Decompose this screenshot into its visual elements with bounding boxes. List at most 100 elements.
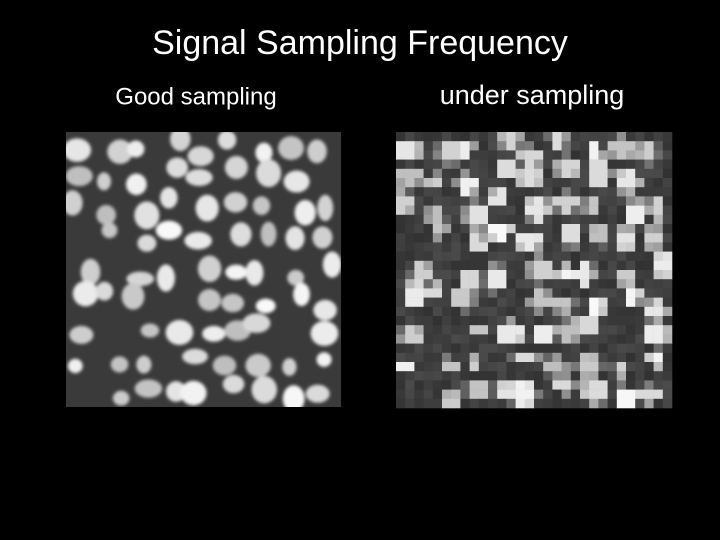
pixel <box>561 187 572 197</box>
pixel <box>589 279 599 289</box>
pixel <box>515 150 526 160</box>
pixel <box>396 343 406 354</box>
pixel <box>626 380 636 390</box>
pixel <box>515 270 526 280</box>
pixel <box>469 205 480 216</box>
pixel <box>515 343 526 354</box>
pixel <box>460 380 470 390</box>
pixel <box>405 233 415 243</box>
pixel <box>506 141 516 151</box>
pixel <box>405 168 415 179</box>
pixel <box>534 270 544 280</box>
pixel <box>460 214 470 225</box>
pixel <box>414 316 424 326</box>
pixel <box>598 380 608 390</box>
pixel <box>552 279 562 289</box>
pixel <box>497 380 507 390</box>
pixel <box>635 224 645 234</box>
pixel <box>534 251 544 262</box>
pixel <box>405 325 415 335</box>
pixel <box>478 343 489 354</box>
pixel <box>423 159 434 170</box>
pixel <box>626 214 636 225</box>
pixel <box>607 380 618 390</box>
pixel <box>396 297 406 308</box>
pixel <box>469 159 480 170</box>
pixel <box>515 132 526 142</box>
pixel <box>626 362 636 372</box>
pixel <box>515 389 526 400</box>
pixel <box>607 242 618 252</box>
pixel <box>653 260 664 271</box>
pixel <box>423 196 434 206</box>
pixel <box>515 306 526 317</box>
pixel <box>432 352 443 363</box>
blob <box>282 358 297 376</box>
pixel <box>497 251 507 262</box>
pixel <box>414 178 424 188</box>
pixel <box>607 178 618 188</box>
pixel <box>662 242 673 252</box>
blob <box>96 172 112 191</box>
pixel <box>396 362 406 372</box>
pixel <box>497 132 507 142</box>
blob <box>256 159 282 188</box>
pixel <box>598 279 608 289</box>
pixel <box>616 150 627 160</box>
pixel <box>570 352 581 363</box>
pixel <box>644 371 654 381</box>
pixel <box>662 150 673 160</box>
pixel <box>469 224 480 234</box>
pixel <box>497 334 507 344</box>
pixel <box>442 168 452 179</box>
pixel <box>607 168 618 179</box>
pixel <box>432 224 443 234</box>
pixel <box>469 260 480 271</box>
pixel <box>607 141 618 151</box>
pixel <box>442 178 452 188</box>
pixel <box>626 132 636 142</box>
pixel <box>524 178 535 188</box>
blob <box>294 199 316 226</box>
pixel <box>405 288 415 298</box>
pixel <box>488 288 498 298</box>
pixel <box>580 205 590 216</box>
pixel <box>506 187 516 197</box>
pixel <box>432 389 443 400</box>
pixel <box>543 371 553 381</box>
pixel <box>478 159 489 170</box>
pixel <box>644 260 654 271</box>
pixel <box>488 343 498 354</box>
pixel <box>616 343 627 354</box>
blob <box>255 298 276 314</box>
pixel <box>534 352 544 363</box>
pixel <box>524 260 535 271</box>
pixel <box>515 224 526 234</box>
pixel <box>478 150 489 160</box>
pixel <box>460 371 470 381</box>
pixel <box>524 196 535 206</box>
pixel <box>524 168 535 179</box>
pixel <box>635 371 645 381</box>
pixel <box>506 325 516 335</box>
pixel <box>478 306 489 317</box>
pixel <box>616 325 627 335</box>
pixel <box>589 141 599 151</box>
pixel <box>653 380 664 390</box>
pixel <box>543 224 553 234</box>
pixel <box>451 205 461 216</box>
pixel <box>460 260 470 271</box>
pixel <box>589 371 599 381</box>
pixel <box>460 325 470 335</box>
pixel <box>552 352 562 363</box>
pixel <box>414 242 424 252</box>
pixel <box>488 260 498 271</box>
pixel <box>460 159 470 170</box>
pixel <box>497 352 507 363</box>
pixel <box>524 398 535 409</box>
pixel <box>635 168 645 179</box>
pixel <box>570 316 581 326</box>
pixel <box>524 187 535 197</box>
pixel <box>662 196 673 206</box>
pixel <box>469 178 480 188</box>
